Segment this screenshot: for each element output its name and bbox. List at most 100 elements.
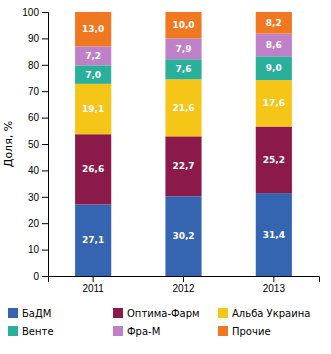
bar	[75, 12, 111, 46]
y-tick-label: 90	[28, 33, 40, 44]
x-tick-label: 2013	[263, 283, 286, 294]
legend-label: Альба Украина	[232, 308, 310, 319]
bar	[256, 80, 292, 126]
y-tick-label: 60	[28, 112, 40, 123]
y-tick-mark	[42, 118, 48, 119]
legend-swatch	[113, 326, 123, 336]
data-label: 13,0	[82, 24, 104, 34]
legend-swatch	[218, 308, 228, 318]
legend-swatch	[8, 326, 18, 336]
x-tick: 2011	[82, 276, 104, 294]
data-label: 8,2	[266, 18, 282, 28]
y-tick-label: 0	[33, 271, 39, 282]
x-tick-mark	[273, 276, 274, 282]
legend-swatch	[8, 308, 18, 318]
series	[75, 12, 292, 46]
y-tick: 90	[28, 33, 48, 44]
x-tick-label: 2011	[82, 283, 104, 294]
bar	[75, 84, 111, 134]
legend: БаДМ Оптима-Фарм Альба Украина Венте Фра-М Пр…	[8, 308, 310, 337]
legend-label: Фра-М	[127, 326, 160, 337]
legend-swatch	[218, 326, 228, 336]
y-tick-mark	[42, 65, 48, 66]
y-tick-mark	[42, 38, 48, 39]
data-label: 7,9	[176, 44, 192, 54]
x-tick-mark	[183, 276, 184, 282]
data-label: 19,1	[82, 104, 104, 114]
series	[75, 127, 292, 205]
y-tick-mark	[42, 276, 48, 277]
x-tick: 2013	[263, 276, 286, 294]
data-label: 27,1	[82, 235, 104, 245]
data-label: 17,6	[263, 98, 285, 108]
y-axis-title: Доля, %	[2, 121, 15, 167]
bar	[165, 12, 201, 38]
y-tick-mark	[42, 223, 48, 224]
y-tick-label: 30	[28, 192, 40, 203]
bar	[75, 204, 111, 276]
x-tick: 2012	[172, 276, 195, 294]
data-label: 7,2	[85, 51, 101, 61]
data-label: 8,6	[266, 40, 282, 50]
y-tick: 20	[28, 218, 48, 229]
data-label: 7,6	[176, 64, 192, 74]
x-axis: 2011 2012 2013	[49, 276, 320, 294]
y-axis: 0 10 20 30 40 50 60 70 80 90 100	[22, 7, 48, 282]
y-tick: 40	[28, 165, 48, 176]
bar	[256, 34, 292, 57]
y-tick: 30	[28, 192, 48, 203]
data-label: 22,7	[172, 161, 194, 171]
series	[75, 79, 292, 136]
data-label: 30,2	[172, 231, 194, 241]
data-label: 7,0	[85, 70, 101, 80]
legend-swatch	[113, 308, 123, 318]
bar	[256, 56, 292, 80]
bar	[256, 193, 292, 276]
legend-label: БаДМ	[22, 308, 51, 319]
bars	[75, 12, 292, 276]
legend-item: Прочие	[218, 326, 271, 337]
data-label: 9,0	[266, 63, 282, 73]
y-tick-label: 10	[28, 244, 40, 255]
data-labels: 27,130,231,426,622,725,219,121,617,67,07…	[82, 18, 285, 245]
bar	[165, 38, 201, 59]
legend-item: Венте	[8, 326, 54, 337]
y-tick-label: 100	[22, 7, 39, 18]
y-tick: 100	[22, 7, 48, 18]
bar	[165, 136, 201, 196]
y-tick: 80	[28, 60, 48, 71]
y-tick-mark	[42, 144, 48, 145]
y-tick: 70	[28, 86, 48, 97]
bar	[165, 79, 201, 136]
y-axis-line	[42, 13, 49, 277]
y-tick-mark	[42, 170, 48, 171]
y-tick-mark	[42, 12, 48, 13]
x-axis-line	[49, 277, 320, 283]
bar	[165, 59, 201, 79]
y-tick-mark	[42, 91, 48, 92]
y-tick: 60	[28, 112, 48, 123]
series	[75, 193, 292, 276]
y-tick: 0	[33, 271, 48, 282]
legend-label: Прочие	[232, 326, 271, 337]
x-tick-mark	[93, 276, 94, 282]
legend-item: БаДМ	[8, 308, 51, 319]
data-label: 25,2	[263, 155, 285, 165]
data-label: 10,0	[172, 20, 194, 30]
data-label: 21,6	[172, 103, 194, 113]
y-tick-mark	[42, 250, 48, 251]
y-tick-label: 70	[28, 86, 40, 97]
chart: 0 10 20 30 40 50 60 70 80 90 100 2011 2012 2013 Доля, …	[0, 0, 331, 354]
y-tick: 50	[28, 139, 48, 150]
y-tick-mark	[42, 197, 48, 198]
y-tick-label: 40	[28, 165, 40, 176]
legend-label: Оптима-Фарм	[127, 308, 200, 319]
y-tick-label: 20	[28, 218, 40, 229]
bar	[75, 46, 111, 65]
legend-item: Оптима-Фарм	[113, 308, 200, 319]
data-label: 26,6	[82, 164, 104, 174]
bar	[75, 65, 111, 83]
x-tick-label: 2012	[172, 283, 195, 294]
bar	[256, 127, 292, 194]
y-tick-label: 50	[28, 139, 40, 150]
